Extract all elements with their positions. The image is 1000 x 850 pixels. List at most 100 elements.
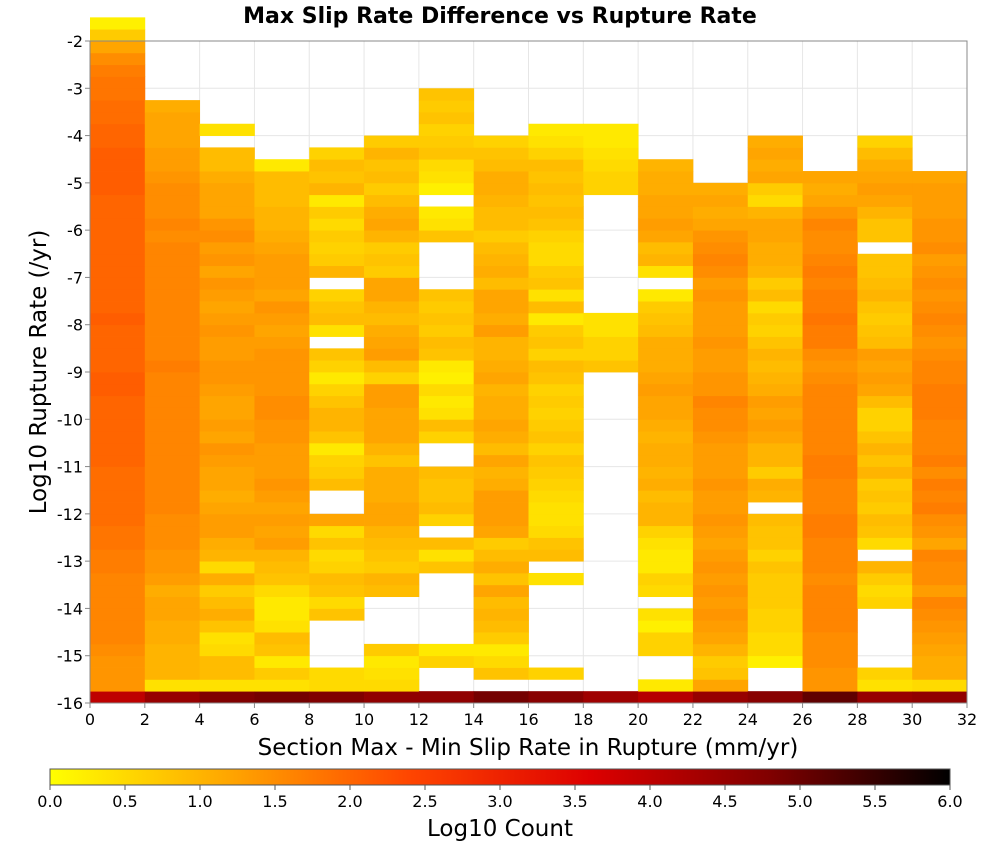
heatmap-cell [90,502,146,515]
heatmap-cell [144,159,201,172]
heatmap-cell [857,679,913,692]
heatmap-cell [254,419,310,432]
heatmap-cell [364,194,420,207]
heatmap-cell [309,218,365,231]
heatmap-cell [364,159,420,172]
heatmap-cell [638,502,694,515]
heatmap-cell [418,643,475,657]
heatmap-cell [254,490,310,503]
heatmap-cell [912,265,968,278]
heatmap-cell [802,277,858,290]
heatmap-cell [912,466,968,479]
heatmap-cell [747,407,803,420]
heatmap-cell [747,620,803,633]
heatmap-cell [254,679,310,692]
heatmap-cell [747,584,803,598]
colorbar-tick-label: 3.5 [562,792,587,811]
heatmap-cell [309,147,365,160]
heatmap-cell [90,64,146,77]
heatmap-cell [90,123,146,136]
heatmap-cell [254,549,310,562]
heatmap-cell [528,348,584,361]
heatmap-cell [254,159,310,172]
x-tick-label: 18 [573,710,593,729]
heatmap-cell [692,407,749,420]
heatmap-cell [638,253,694,267]
heatmap-cell [912,643,968,657]
heatmap-cell [747,466,803,479]
heatmap-cell [144,442,201,456]
heatmap-cell [857,572,913,586]
heatmap-cell [254,632,310,645]
heatmap-cell [199,372,255,385]
heatmap-cell [364,431,420,444]
heatmap-cell [473,312,529,326]
heatmap-cell [90,111,146,125]
heatmap-cell [90,466,146,479]
heatmap-cell [199,466,255,479]
heatmap-cell [528,241,584,255]
heatmap-cell [144,182,201,196]
colorbar [49,768,951,786]
heatmap-cell [747,691,803,704]
colorbar-tick-label: 6.0 [937,792,962,811]
heatmap-cell [638,301,694,314]
heatmap-cell [364,312,420,326]
heatmap-cell [473,241,529,255]
heatmap-cell [144,478,201,491]
heatmap-cell [802,383,858,397]
heatmap-cell [364,360,420,373]
heatmap-cell [583,135,639,148]
heatmap-cell [418,478,475,491]
heatmap-cell [90,513,146,527]
heatmap-cell [473,182,529,196]
heatmap-cell [857,667,913,680]
heatmap-cell [418,549,475,562]
heatmap-cell [857,502,913,515]
heatmap-cell [90,372,146,385]
heatmap-cell [90,655,146,668]
heatmap-cell [90,253,146,267]
heatmap-cell [254,372,310,385]
heatmap-cell [90,230,146,243]
heatmap-cell [144,218,201,231]
heatmap-cell [254,336,310,349]
heatmap-cell [364,206,420,219]
heatmap-cell [638,691,694,704]
heatmap-cell [692,478,749,491]
heatmap-cell [418,159,475,172]
heatmap-cell [692,194,749,207]
heatmap-cell [254,513,310,527]
heatmap-cell [364,655,420,668]
heatmap-cell [199,643,255,657]
heatmap-cell [309,431,365,444]
y-tick-label: -11 [57,458,83,477]
heatmap-cell [90,561,146,574]
heatmap-cell [199,241,255,255]
heatmap-cell [309,171,365,184]
heatmap-cell [90,419,146,432]
heatmap-cell [254,324,310,337]
heatmap-cell [747,643,803,657]
y-tick-label: -12 [57,505,83,524]
heatmap-cell [747,206,803,219]
heatmap-cell [857,218,913,231]
heatmap-cell [857,253,913,267]
heatmap-cell [473,608,529,621]
heatmap-cell [473,620,529,633]
heatmap-cell [802,596,858,609]
heatmap-cell [802,442,858,456]
heatmap-cell [309,466,365,479]
heatmap-cell [90,159,146,172]
heatmap-cell [90,147,146,160]
heatmap-cell [528,549,584,562]
heatmap-cell [692,360,749,373]
heatmap-cell [747,336,803,349]
y-tick-label: -9 [67,363,83,382]
heatmap-cell [473,478,529,491]
heatmap-cell [857,466,913,479]
heatmap-cell [528,312,584,326]
heatmap-cell [309,525,365,538]
colorbar-tick-label: 4.5 [712,792,737,811]
heatmap-cell [199,537,255,550]
